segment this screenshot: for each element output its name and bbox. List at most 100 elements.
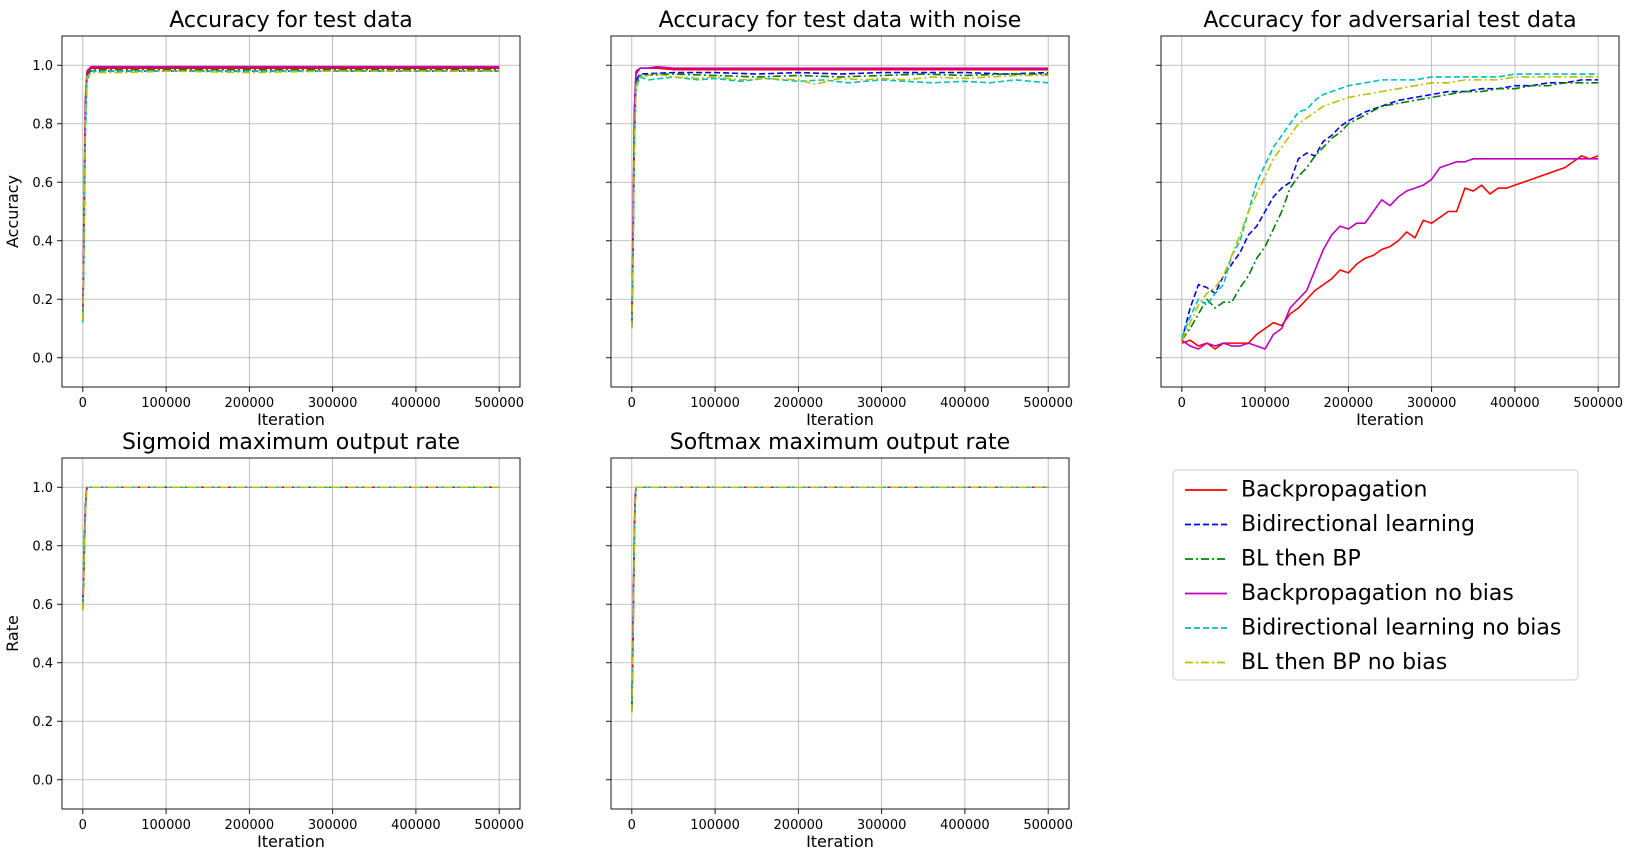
series-line xyxy=(82,486,500,611)
subplot-title: Accuracy for test data with noise xyxy=(659,8,1022,33)
series-line xyxy=(1181,76,1599,341)
x-tick-label: 400000 xyxy=(391,818,441,833)
y-tick-label: 1.0 xyxy=(32,59,53,74)
series-line xyxy=(1181,155,1599,350)
legend: Backpropagation Bidirectional learning BL … xyxy=(1172,469,1579,681)
subplot-title: Accuracy for adversarial test data xyxy=(1203,8,1576,33)
subplot-title: Sigmoid maximum output rate xyxy=(122,430,460,455)
x-axis-label: Iteration xyxy=(806,832,874,851)
x-tick-label: 300000 xyxy=(308,818,358,833)
series-line xyxy=(631,486,1049,698)
x-tick-label: 300000 xyxy=(857,396,907,411)
series-line xyxy=(82,486,500,599)
y-tick-label: 0.2 xyxy=(32,715,53,730)
x-tick-label: 500000 xyxy=(474,818,524,833)
axes-frame xyxy=(61,35,521,388)
axes-frame xyxy=(1160,35,1620,388)
x-tick-label: 200000 xyxy=(225,396,275,411)
y-tick-label: 0.4 xyxy=(32,234,53,249)
series-line xyxy=(82,486,500,605)
series-line xyxy=(631,486,1049,713)
axes-frame xyxy=(610,35,1070,388)
x-tick-label: 100000 xyxy=(1240,396,1290,411)
x-tick-label: 200000 xyxy=(774,818,824,833)
x-tick-label: 0 xyxy=(628,396,636,411)
legend-entry: BL then BP xyxy=(1185,547,1361,572)
series-line xyxy=(631,76,1049,329)
y-tick-label: 0.2 xyxy=(32,293,53,308)
series-line xyxy=(631,71,1049,323)
series-line xyxy=(1181,73,1599,338)
x-tick-label: 100000 xyxy=(690,396,740,411)
series-line xyxy=(82,67,500,320)
subplot-test: 0 100000 200000 300000 400000 500000 0.0 0.2 0.4… xyxy=(3,8,524,429)
legend-entry: Backpropagation no bias xyxy=(1185,581,1514,606)
y-tick-label: 0.6 xyxy=(32,598,53,613)
series-group xyxy=(631,486,1049,713)
x-tick-label: 100000 xyxy=(690,818,740,833)
series-line xyxy=(82,486,500,608)
series-line xyxy=(631,73,1049,329)
series-line xyxy=(631,486,1049,713)
x-tick-label: 500000 xyxy=(474,396,524,411)
series-group xyxy=(631,65,1049,329)
x-tick-label: 0 xyxy=(79,396,87,411)
series-line xyxy=(631,486,1049,710)
x-axis-label: Iteration xyxy=(257,832,325,851)
x-tick-label: 0 xyxy=(628,818,636,833)
x-tick-label: 500000 xyxy=(1023,396,1073,411)
x-tick-label: 0 xyxy=(79,818,87,833)
axes-frame xyxy=(610,457,1070,810)
x-tick-label: 0 xyxy=(1178,396,1186,411)
legend-frame xyxy=(1172,469,1579,681)
legend-label: Backpropagation xyxy=(1241,478,1427,503)
legend-entry: BL then BP no bias xyxy=(1185,650,1447,675)
series-line xyxy=(631,486,1049,707)
series-line xyxy=(82,68,500,317)
series-group xyxy=(82,65,500,323)
legend-entry: Bidirectional learning xyxy=(1185,512,1475,537)
x-tick-label: 400000 xyxy=(940,396,990,411)
series-line xyxy=(82,65,500,311)
x-axis-label: Iteration xyxy=(806,410,874,429)
subplot-softmax: 0 100000 200000 300000 400000 500000 Softmax m… xyxy=(606,430,1073,851)
y-tick-label: 0.6 xyxy=(32,176,53,191)
series-group xyxy=(82,486,500,611)
subplot-grid: 0 100000 200000 300000 400000 500000 0.0 0.2 0.4… xyxy=(3,8,1623,851)
legend-label: Bidirectional learning xyxy=(1241,512,1475,537)
y-tick-label: 0.8 xyxy=(32,539,53,554)
x-tick-label: 400000 xyxy=(1490,396,1540,411)
series-line xyxy=(631,73,1049,326)
legend-entry: Backpropagation xyxy=(1185,478,1427,503)
legend-label: BL then BP xyxy=(1241,547,1361,572)
legend-label: Bidirectional learning no bias xyxy=(1241,616,1561,641)
legend-label: BL then BP no bias xyxy=(1241,650,1447,675)
subplot-sigmoid: 0 100000 200000 300000 400000 500000 0.0 0.2 0.4… xyxy=(3,430,524,851)
x-axis-label: Iteration xyxy=(257,410,325,429)
series-line xyxy=(82,486,500,611)
x-tick-label: 200000 xyxy=(774,396,824,411)
subplot-title: Accuracy for test data xyxy=(169,8,412,33)
legend-label: Backpropagation no bias xyxy=(1241,581,1514,606)
x-tick-label: 200000 xyxy=(1324,396,1374,411)
series-line xyxy=(82,70,500,320)
x-tick-label: 300000 xyxy=(308,396,358,411)
x-tick-label: 200000 xyxy=(225,818,275,833)
x-tick-label: 400000 xyxy=(391,396,441,411)
x-tick-label: 300000 xyxy=(1407,396,1457,411)
y-tick-label: 0.8 xyxy=(32,117,53,132)
x-tick-label: 500000 xyxy=(1573,396,1623,411)
y-tick-label: 0.0 xyxy=(32,351,53,366)
series-group xyxy=(1181,73,1599,350)
series-line xyxy=(631,65,1049,323)
x-tick-label: 400000 xyxy=(940,818,990,833)
x-tick-label: 100000 xyxy=(141,818,191,833)
axes-frame xyxy=(61,457,521,810)
series-line xyxy=(1181,82,1599,341)
legend-entry: Bidirectional learning no bias xyxy=(1185,616,1561,641)
series-line xyxy=(1181,158,1599,350)
y-tick-label: 0.4 xyxy=(32,656,53,671)
series-line xyxy=(1181,79,1599,341)
y-axis-label: Rate xyxy=(3,615,22,652)
